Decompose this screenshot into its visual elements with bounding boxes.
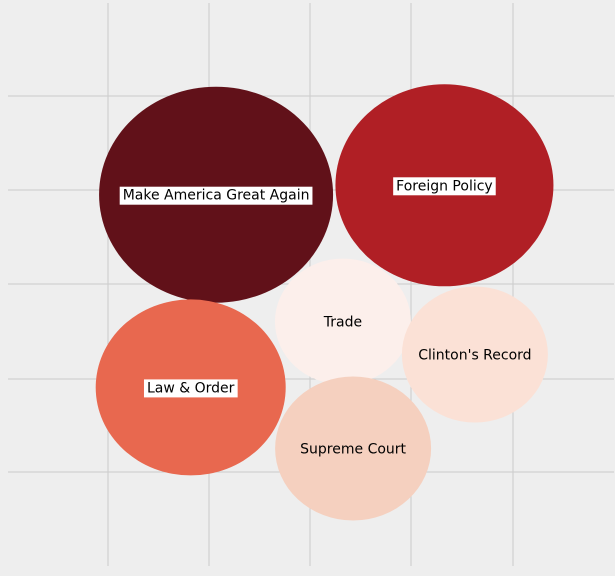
bubble xyxy=(274,258,411,385)
bubble-label-box xyxy=(393,177,496,196)
bubble xyxy=(275,376,432,521)
bubble-labels: Make America Great Again Foreign Policy Tr… xyxy=(119,177,532,458)
bubble-label: Supreme Court xyxy=(300,442,406,458)
bubble-label-box xyxy=(119,186,313,205)
bubble-label-text: Law & Order xyxy=(147,380,235,396)
bubble-label-text: Clinton's Record xyxy=(418,348,531,364)
bubble xyxy=(401,286,548,423)
bubble-label-text: Trade xyxy=(323,315,362,331)
bubble-label-text: Supreme Court xyxy=(300,442,406,458)
bubble-label-text: Foreign Policy xyxy=(396,178,493,194)
bubble-label-text: Make America Great Again xyxy=(123,188,310,204)
bubble-label: Trade xyxy=(323,315,362,331)
bubble-label-box xyxy=(143,379,238,398)
bubble-label: Law & Order xyxy=(143,379,238,398)
bubble-label: Clinton's Record xyxy=(418,348,531,364)
bubble-label: Foreign Policy xyxy=(393,177,496,196)
bubble-label: Make America Great Again xyxy=(119,186,313,205)
